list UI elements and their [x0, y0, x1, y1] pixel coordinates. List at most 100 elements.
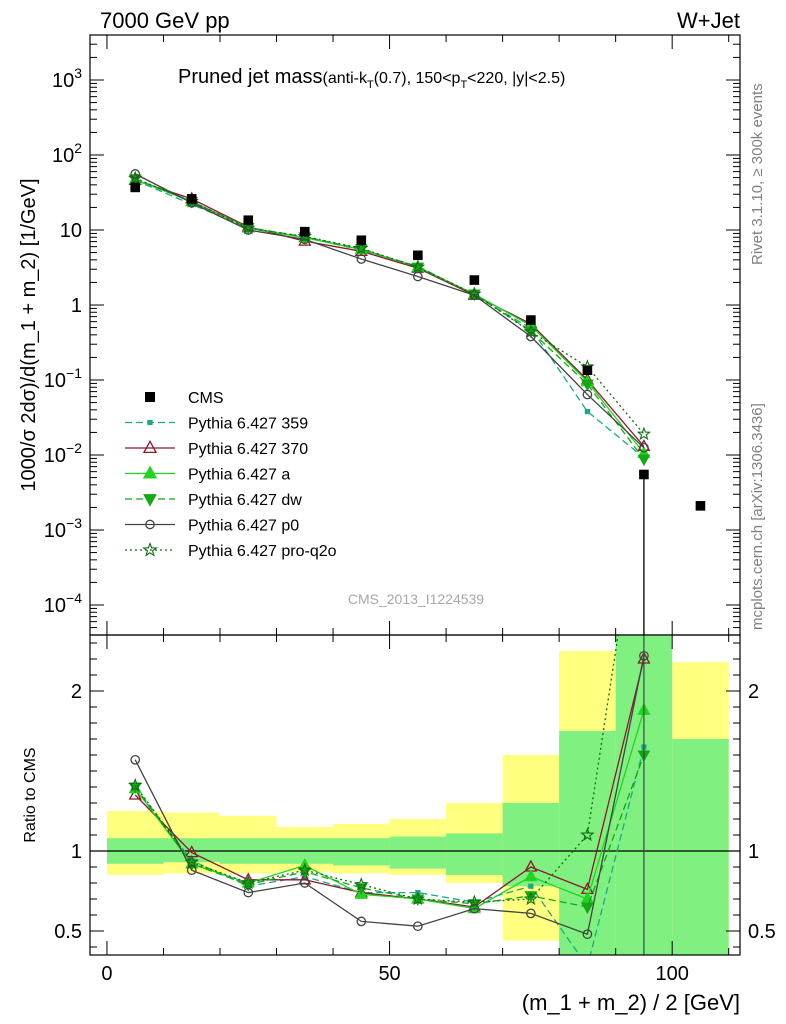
cms-data-point [582, 365, 593, 376]
series-line-pdw [134, 178, 645, 460]
main-y-tick-label: 10−4 [44, 590, 82, 617]
ratio-y-tick-label-right: 2 [748, 681, 759, 703]
point-p359 [584, 408, 590, 415]
point-pq2o [410, 259, 426, 274]
band-stat [672, 739, 729, 955]
ratio-y-axis-label: Ratio to CMS [22, 747, 39, 842]
ratio-point-pq2o [580, 827, 595, 842]
ratio-point-pq2o [523, 891, 539, 906]
rivet-label: Rivet 3.1.10, ≥ 300k events [749, 83, 766, 265]
cms-data-point [695, 501, 706, 511]
ratio-point-pp0 [299, 878, 310, 888]
main-series-group [128, 169, 706, 635]
main-y-tick-label: 10 [60, 220, 82, 242]
header-right: W+Jet [677, 8, 740, 33]
point-pq2o [128, 170, 143, 185]
x-tick-label: 100 [655, 963, 688, 985]
ratio-point-p370 [128, 787, 142, 800]
point-pq2o [523, 324, 539, 338]
legend-marker-cms [145, 392, 155, 402]
band-stat [446, 833, 503, 875]
cms-data-point [130, 182, 141, 193]
main-y-tick-label: 10−3 [44, 515, 82, 542]
point-pp0 [412, 271, 423, 282]
point-pq2o [467, 286, 482, 301]
point-pp0 [356, 254, 367, 264]
ratio-point-p359 [528, 883, 534, 889]
legend-label-pa: Pythia 6.427 a [188, 467, 290, 484]
ratio-y-tick-label-left: 1 [71, 841, 82, 863]
ratio-point-pq2o [297, 862, 313, 877]
ratio-line-pa [134, 710, 645, 910]
ratio-point-pq2o [467, 894, 482, 909]
legend-marker-pq2o [142, 541, 158, 557]
ratio-point-pq2o [184, 854, 199, 869]
band-stat [333, 838, 390, 866]
legend-marker-pa [142, 465, 158, 479]
series-line-pp0 [134, 173, 645, 449]
main-y-tick-label: 1 [71, 295, 82, 317]
point-pp0 [639, 442, 649, 453]
point-pp0 [130, 169, 141, 179]
plot-title: Pruned jet mass(anti-kT(0.7), 150<pT<220… [178, 66, 565, 91]
ratio-y-tick-label-left: 0.5 [54, 921, 82, 943]
point-pq2o [354, 240, 369, 255]
series-line-p370 [135, 179, 645, 447]
legend-label-pp0: Pythia 6.427 p0 [188, 518, 299, 535]
point-pp0 [526, 331, 536, 342]
cms-data-point [299, 226, 310, 237]
x-tick-label: 0 [101, 963, 112, 985]
legend: CMS Pythia 6.427 359 Pythia 6.427 370 Pythi… [125, 390, 337, 560]
point-pp0 [243, 225, 254, 235]
ratio-point-pq2o [354, 877, 369, 891]
legend-label-cms: CMS [188, 390, 224, 407]
ratio-point-pq2o [127, 777, 143, 792]
main-y-tick-label: 103 [52, 65, 82, 92]
ratio-line-p370 [134, 658, 645, 908]
legend-label-p359: Pythia 6.427 359 [188, 416, 308, 433]
legend-marker-pp0 [145, 519, 155, 530]
mcplots-label: mcplots.cern.ch [arXiv:1306.3436] [749, 403, 766, 630]
ratio-frame [89, 634, 741, 956]
ratio-line-pq2o [134, 635, 619, 903]
ratio-point-pdw [581, 902, 594, 915]
ratio-y-tick-label-right: 1 [748, 841, 759, 863]
ratio-y-tick-label-left: 2 [71, 681, 82, 703]
ratio-point-pp0 [582, 929, 593, 940]
header-left: 7000 GeV pp [100, 8, 230, 33]
legend-marker-p359 [147, 419, 153, 426]
x-axis-label: (m_1 + m_2) / 2 [GeV] [522, 990, 740, 1015]
ratio-point-pq2o [410, 891, 426, 906]
ratio-point-pp0 [412, 921, 423, 932]
cms-data-point [186, 194, 197, 204]
cms-data-point [469, 275, 480, 285]
ratio-panel: 0.5 0.5 1 1 2 2 0 50 100 [54, 634, 776, 985]
band-stat [389, 836, 447, 869]
ratio-line-pdw [134, 754, 645, 908]
ratio-point-pp0 [186, 865, 197, 876]
legend-marker-p370 [142, 440, 158, 454]
ratio-point-pp0 [243, 887, 254, 898]
legend-label-pdw: Pythia 6.427 dw [188, 492, 302, 509]
analysis-watermark: CMS_2013_I1224539 [348, 591, 484, 607]
cms-data-point [526, 315, 536, 325]
point-pq2o [636, 426, 652, 441]
ratio-series-group [127, 635, 651, 955]
point-pdw [581, 379, 594, 392]
point-pp0 [582, 389, 593, 400]
ratio-line-pp0 [134, 655, 645, 936]
ratio-point-pq2o [241, 875, 256, 890]
ratio-point-pp0 [356, 916, 367, 927]
ratio-point-p370 [298, 872, 312, 885]
x-tick-label: 50 [378, 963, 400, 985]
legend-label-pq2o: Pythia 6.427 pro-q2o [188, 543, 337, 560]
cms-data-point [639, 469, 649, 480]
main-y-axis-label: 1000/σ 2dσ)/d(m_1 + m_2) [1/GeV] [18, 178, 40, 491]
main-y-tick-label: 10−1 [44, 365, 82, 392]
cms-data-point [243, 215, 254, 226]
legend-marker-pdw [143, 494, 157, 507]
series-line-pq2o [134, 177, 645, 435]
point-pp0 [469, 290, 480, 301]
